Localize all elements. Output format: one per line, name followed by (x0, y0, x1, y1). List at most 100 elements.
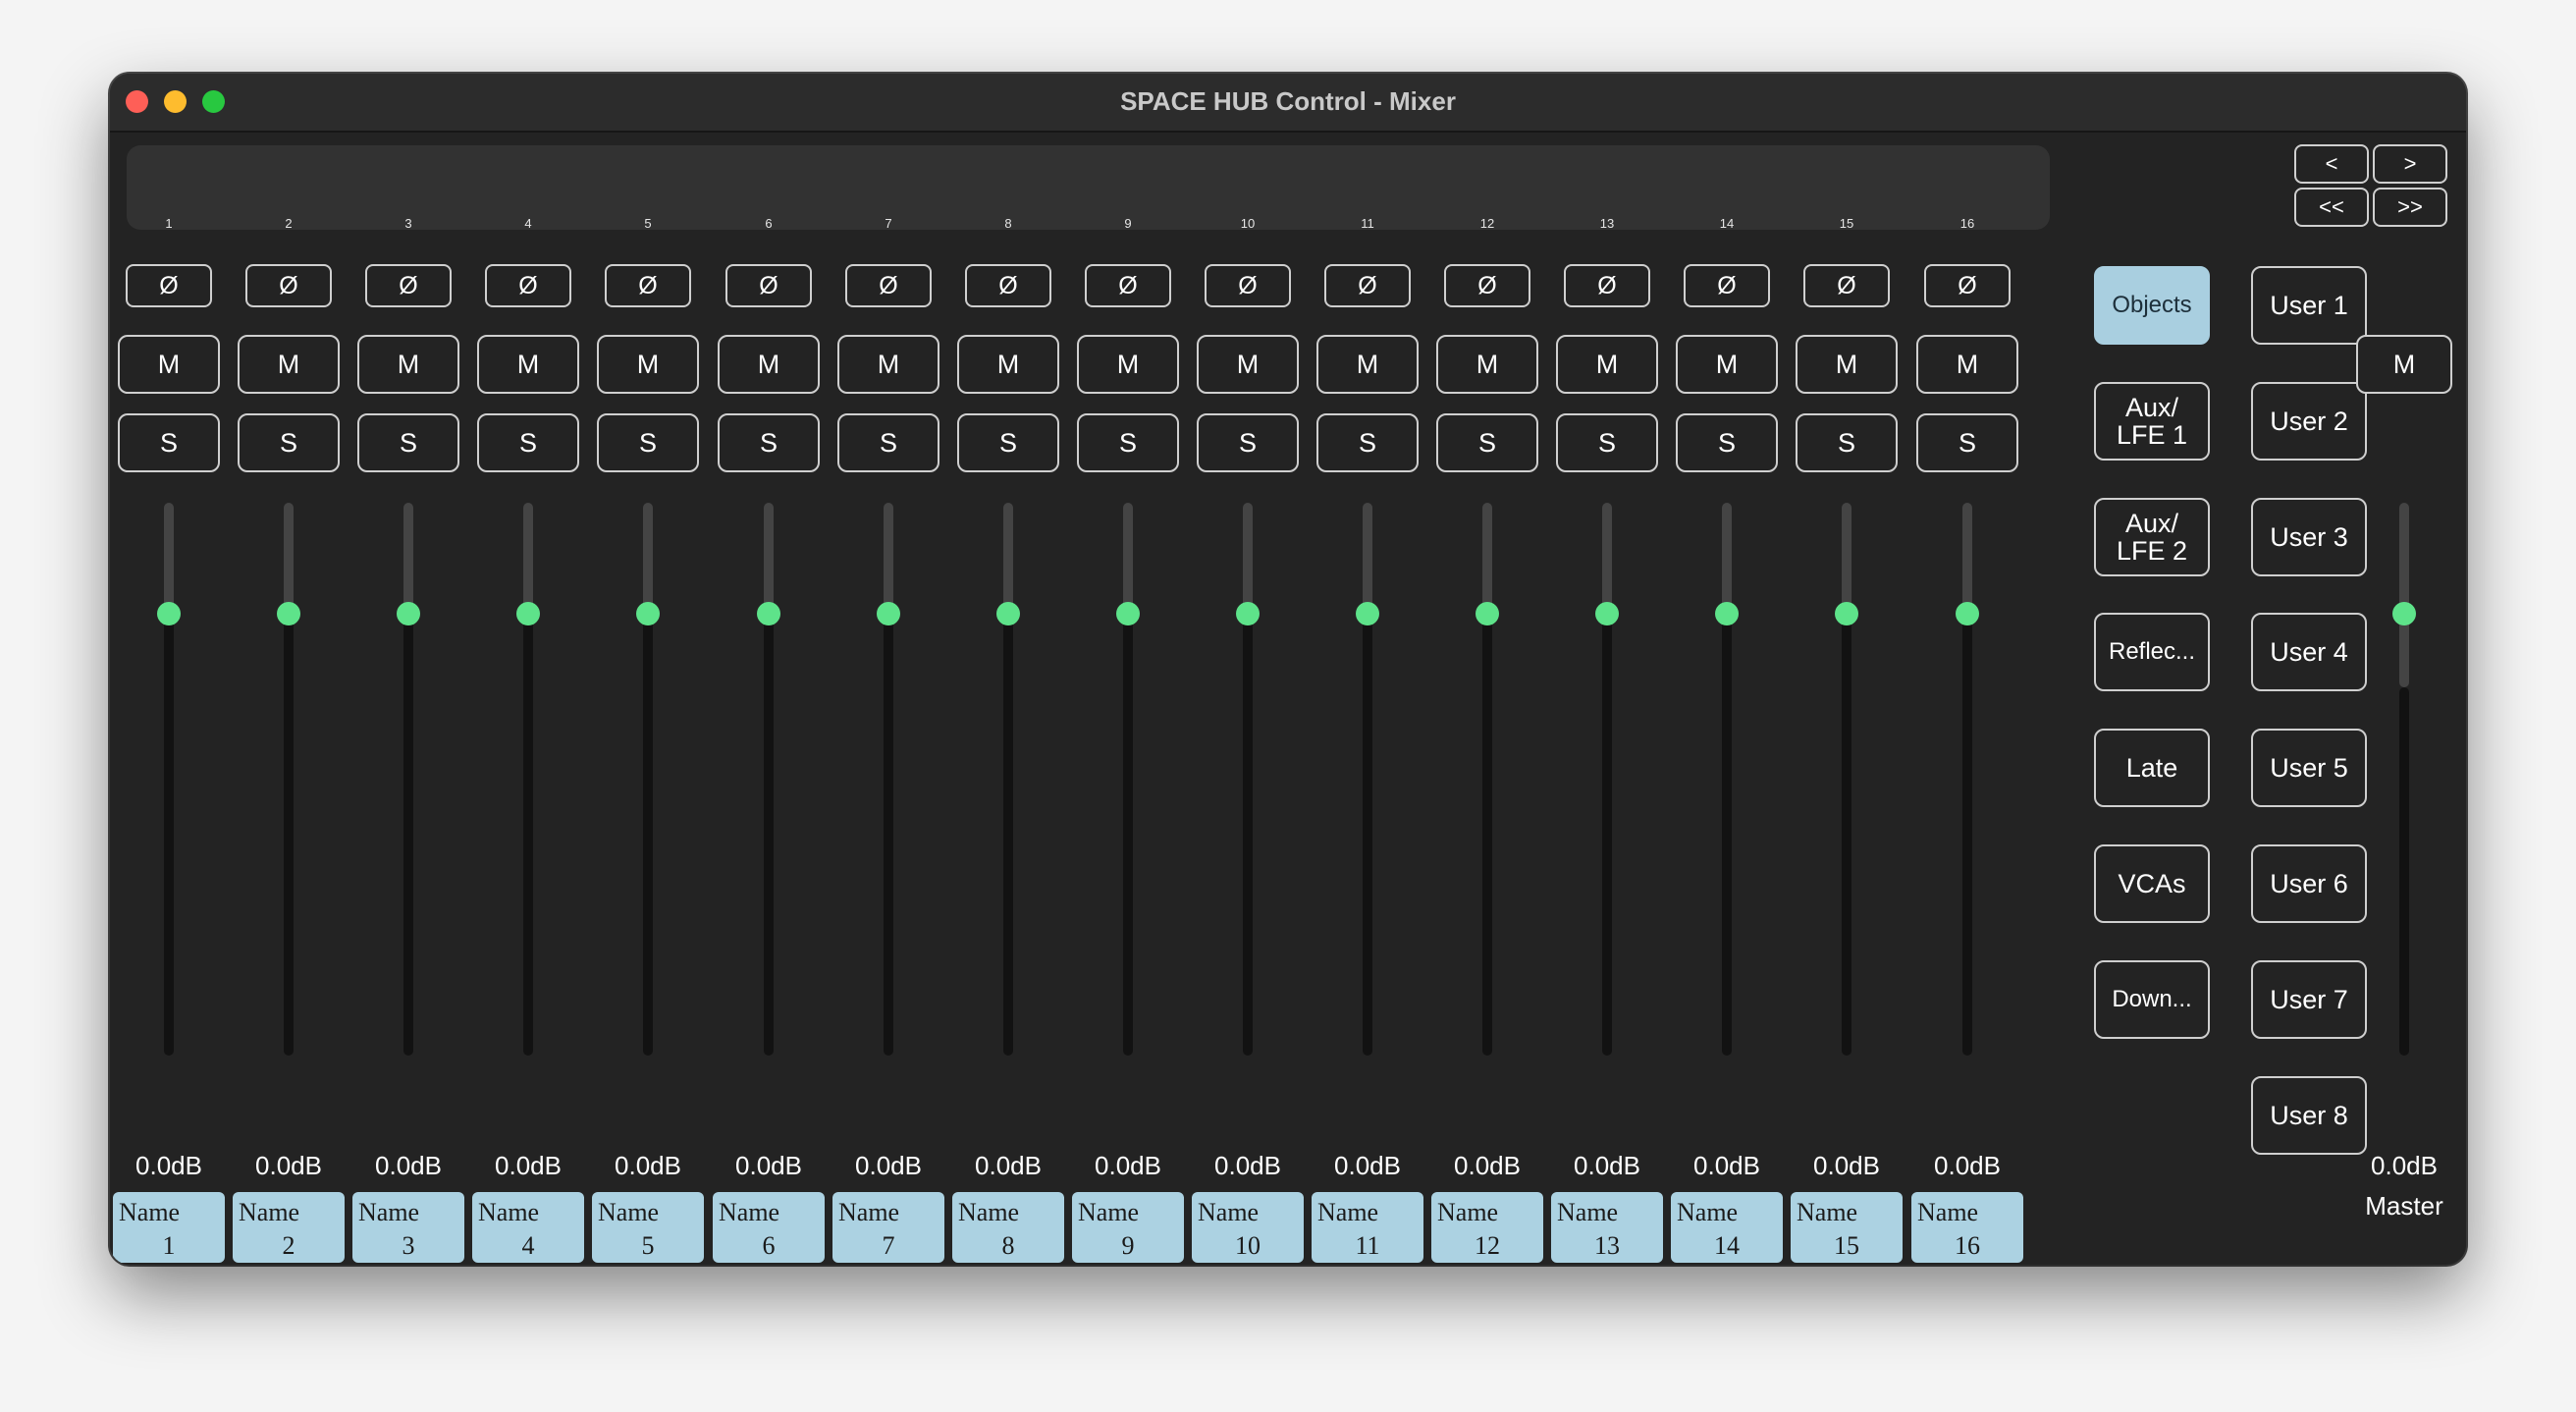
mute-button[interactable]: M (118, 335, 220, 394)
mute-button[interactable]: M (1197, 335, 1299, 394)
phase-invert-button[interactable]: Ø (1684, 264, 1770, 307)
phase-invert-button[interactable]: Ø (1324, 264, 1411, 307)
solo-button[interactable]: S (718, 413, 820, 472)
next-page-button[interactable]: > (2373, 144, 2447, 184)
fader-knob[interactable] (157, 602, 181, 625)
mute-button[interactable]: M (837, 335, 939, 394)
maximize-window-icon[interactable] (202, 90, 225, 113)
close-window-icon[interactable] (126, 90, 148, 113)
master-mute-button[interactable]: M (2356, 335, 2452, 394)
channel-name-field[interactable]: Name 8 (952, 1192, 1064, 1263)
fader-knob[interactable] (1956, 602, 1979, 625)
channel-name-field[interactable]: Name 16 (1911, 1192, 2023, 1263)
user-button[interactable]: User 6 (2251, 844, 2367, 923)
user-button[interactable]: User 7 (2251, 960, 2367, 1039)
solo-button[interactable]: S (1676, 413, 1778, 472)
channel-name-field[interactable]: Name 5 (592, 1192, 704, 1263)
phase-invert-button[interactable]: Ø (1803, 264, 1890, 307)
user-button[interactable]: User 8 (2251, 1076, 2367, 1155)
channel-name-field[interactable]: Name 14 (1671, 1192, 1783, 1263)
group-button[interactable]: VCAs (2094, 844, 2210, 923)
group-button[interactable]: Down... (2094, 960, 2210, 1039)
user-button[interactable]: User 4 (2251, 613, 2367, 691)
mute-button[interactable]: M (1676, 335, 1778, 394)
first-page-button[interactable]: << (2294, 188, 2369, 227)
mute-button[interactable]: M (597, 335, 699, 394)
phase-invert-button[interactable]: Ø (485, 264, 571, 307)
phase-invert-button[interactable]: Ø (1924, 264, 2011, 307)
channel-name-field[interactable]: Name 2 (233, 1192, 345, 1263)
phase-invert-button[interactable]: Ø (965, 264, 1051, 307)
channel-name-field[interactable]: Name 7 (832, 1192, 944, 1263)
fader-knob[interactable] (1356, 602, 1379, 625)
solo-button[interactable]: S (1197, 413, 1299, 472)
master-fader-knob[interactable] (2392, 602, 2416, 625)
channel-name-field[interactable]: Name 13 (1551, 1192, 1663, 1263)
solo-button[interactable]: S (1916, 413, 2018, 472)
channel-name-field[interactable]: Name 12 (1431, 1192, 1543, 1263)
solo-button[interactable]: S (477, 413, 579, 472)
fader-knob[interactable] (1835, 602, 1858, 625)
user-button[interactable]: User 2 (2251, 382, 2367, 461)
solo-button[interactable]: S (238, 413, 340, 472)
user-button[interactable]: User 1 (2251, 266, 2367, 345)
mute-button[interactable]: M (957, 335, 1059, 394)
phase-invert-button[interactable]: Ø (365, 264, 452, 307)
phase-invert-button[interactable]: Ø (1085, 264, 1171, 307)
group-button[interactable]: Aux/ LFE 2 (2094, 498, 2210, 576)
solo-button[interactable]: S (1316, 413, 1419, 472)
solo-button[interactable]: S (118, 413, 220, 472)
phase-invert-button[interactable]: Ø (1564, 264, 1650, 307)
solo-button[interactable]: S (1077, 413, 1179, 472)
channel-name-field[interactable]: Name 1 (113, 1192, 225, 1263)
fader-knob[interactable] (996, 602, 1020, 625)
phase-invert-button[interactable]: Ø (1444, 264, 1530, 307)
mute-button[interactable]: M (477, 335, 579, 394)
channel-name-field[interactable]: Name 4 (472, 1192, 584, 1263)
fader-knob[interactable] (277, 602, 300, 625)
fader-knob[interactable] (1236, 602, 1260, 625)
phase-invert-button[interactable]: Ø (245, 264, 332, 307)
fader-knob[interactable] (877, 602, 900, 625)
mute-button[interactable]: M (1436, 335, 1538, 394)
minimize-window-icon[interactable] (164, 90, 187, 113)
fader-knob[interactable] (757, 602, 780, 625)
solo-button[interactable]: S (837, 413, 939, 472)
phase-invert-button[interactable]: Ø (1205, 264, 1291, 307)
channel-name-field[interactable]: Name 6 (713, 1192, 825, 1263)
group-button[interactable]: Reflec... (2094, 613, 2210, 691)
group-button[interactable]: Late (2094, 729, 2210, 807)
solo-button[interactable]: S (957, 413, 1059, 472)
channel-name-field[interactable]: Name 15 (1791, 1192, 1903, 1263)
fader-knob[interactable] (1715, 602, 1739, 625)
mute-button[interactable]: M (1316, 335, 1419, 394)
channel-name-field[interactable]: Name 11 (1312, 1192, 1423, 1263)
fader-knob[interactable] (397, 602, 420, 625)
phase-invert-button[interactable]: Ø (845, 264, 932, 307)
mute-button[interactable]: M (1916, 335, 2018, 394)
channel-name-field[interactable]: Name 9 (1072, 1192, 1184, 1263)
phase-invert-button[interactable]: Ø (126, 264, 212, 307)
phase-invert-button[interactable]: Ø (725, 264, 812, 307)
phase-invert-button[interactable]: Ø (605, 264, 691, 307)
solo-button[interactable]: S (1796, 413, 1898, 472)
mute-button[interactable]: M (238, 335, 340, 394)
solo-button[interactable]: S (1556, 413, 1658, 472)
solo-button[interactable]: S (357, 413, 459, 472)
fader-knob[interactable] (1476, 602, 1499, 625)
solo-button[interactable]: S (597, 413, 699, 472)
mute-button[interactable]: M (1796, 335, 1898, 394)
prev-page-button[interactable]: < (2294, 144, 2369, 184)
user-button[interactable]: User 3 (2251, 498, 2367, 576)
fader-knob[interactable] (1595, 602, 1619, 625)
channel-name-field[interactable]: Name 3 (352, 1192, 464, 1263)
user-button[interactable]: User 5 (2251, 729, 2367, 807)
group-button[interactable]: Objects (2094, 266, 2210, 345)
mute-button[interactable]: M (1556, 335, 1658, 394)
channel-name-field[interactable]: Name 10 (1192, 1192, 1304, 1263)
fader-knob[interactable] (1116, 602, 1140, 625)
last-page-button[interactable]: >> (2373, 188, 2447, 227)
fader-knob[interactable] (636, 602, 660, 625)
fader-knob[interactable] (516, 602, 540, 625)
solo-button[interactable]: S (1436, 413, 1538, 472)
